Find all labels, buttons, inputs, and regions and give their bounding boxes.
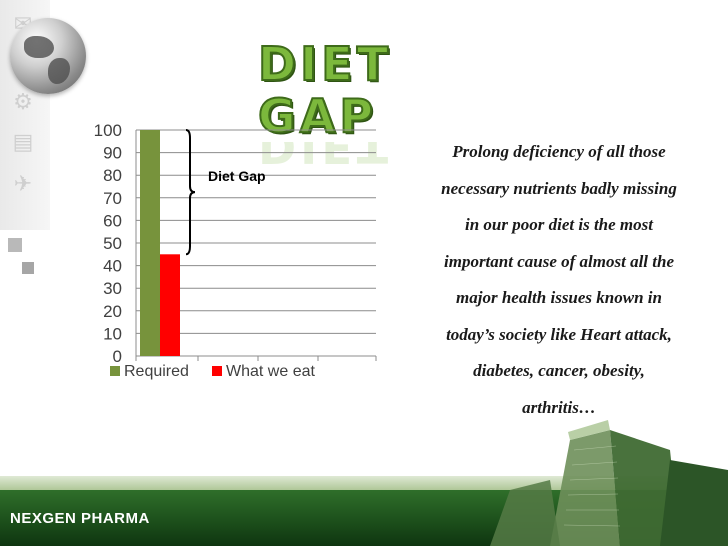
body-line: today’s society like Heart attack,	[446, 324, 672, 344]
y-tick-label: 0	[113, 347, 122, 366]
chart-y-ticks: 0 10 20 30 40 50 60 70 80 90 100	[94, 121, 122, 366]
chart-legend: Required What we eat	[110, 363, 315, 380]
bar-required	[140, 130, 160, 356]
y-tick-label: 70	[103, 189, 122, 208]
diet-gap-chart: 0 10 20 30 40 50 60 70 80 90 100 Diet Gap Required…	[94, 121, 377, 380]
body-paragraph: Prolong deficiency of all those necessar…	[414, 134, 704, 426]
gap-brace	[185, 129, 196, 256]
y-tick-label: 10	[103, 324, 122, 343]
body-line: major health issues known in	[456, 288, 662, 307]
body-line: important cause of almost all the	[444, 251, 674, 271]
y-tick-label: 20	[103, 302, 122, 321]
chart-bars	[140, 130, 180, 356]
diet-gap-annotation: Diet Gap	[208, 168, 266, 184]
body-line: Prolong deficiency of all those	[452, 142, 666, 161]
bar-what-we-eat	[160, 254, 180, 356]
buildings-graphic	[490, 420, 728, 546]
y-tick-label: 40	[103, 257, 122, 276]
chart-annotation-group: Diet Gap	[185, 129, 266, 256]
decor-square	[22, 262, 34, 274]
y-tick-label: 30	[103, 279, 122, 298]
body-line: in our poor diet is the most	[465, 215, 653, 234]
footer-brand: NEXGEN PHARMA	[10, 510, 150, 527]
y-tick-label: 60	[103, 211, 122, 230]
body-line: diabetes, cancer, obesity,	[473, 361, 645, 380]
body-line: arthritis…	[522, 397, 596, 417]
gear-icon: ⚙	[13, 90, 33, 115]
slide-title: DIET GAP	[257, 37, 393, 143]
globe-icon	[10, 18, 86, 94]
decor-square	[8, 238, 22, 252]
legend-label: Required	[124, 363, 189, 380]
slide-title-block: DIET GAP DIET GAP	[257, 37, 528, 172]
y-tick-label: 100	[94, 121, 122, 140]
legend-label: What we eat	[226, 363, 315, 380]
legend-swatch	[110, 366, 120, 376]
satellite-icon: ✈	[13, 172, 33, 197]
y-tick-label: 80	[103, 166, 122, 185]
y-tick-label: 90	[103, 144, 122, 163]
document-icon: ▤	[12, 130, 34, 155]
y-tick-label: 50	[103, 234, 122, 253]
chart-gridlines	[136, 129, 376, 334]
legend-swatch	[212, 366, 222, 376]
body-line: necessary nutrients badly missing	[441, 178, 677, 198]
